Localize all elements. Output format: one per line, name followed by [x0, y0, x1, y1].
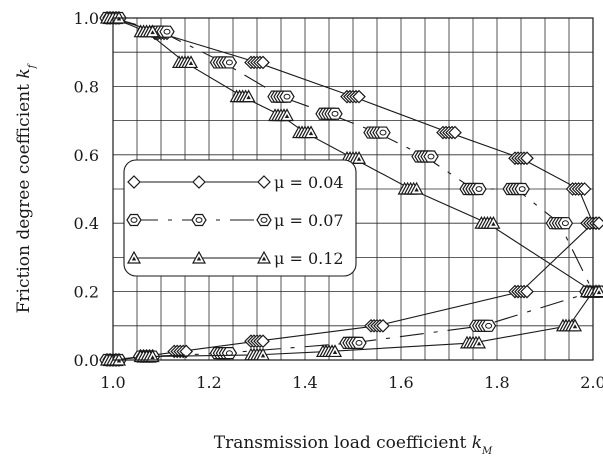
y-tick-label: 0.6 [74, 146, 99, 165]
x-tick-label: 1.4 [292, 373, 317, 392]
data-point-marker [327, 107, 343, 120]
data-point-marker [592, 216, 603, 231]
data-point-marker [520, 151, 534, 166]
data-point-marker [480, 319, 497, 332]
data-point-marker [256, 334, 270, 349]
series-line-upper [112, 17, 594, 293]
series-line-lower [112, 291, 594, 361]
data-point-marker [221, 56, 238, 69]
series-layer [99, 10, 603, 367]
data-point-marker [577, 182, 592, 196]
data-point-marker [375, 126, 391, 139]
y-tick-label: 0.4 [74, 214, 99, 233]
data-point-marker [448, 125, 462, 140]
data-point-marker [352, 89, 366, 104]
x-tick-label: 1.8 [484, 373, 509, 392]
data-point-marker [221, 347, 238, 360]
y-tick-label: 0.2 [74, 283, 99, 302]
data-point-marker [376, 318, 390, 333]
legend: μ = 0.04 μ = 0.07 μ = 0.12 [123, 159, 357, 277]
legend-entry: μ = 0.04 [127, 173, 344, 192]
data-point-marker [351, 336, 367, 349]
data-point-marker [279, 90, 295, 103]
data-point-marker [514, 182, 530, 196]
data-point-marker [257, 175, 271, 189]
data-point-marker [126, 213, 142, 227]
legend-label: μ = 0.04 [274, 173, 344, 192]
x-axis-label: Transmission load coefficient kM [214, 433, 493, 456]
data-point-marker [192, 175, 206, 189]
data-point-marker [520, 284, 534, 299]
x-tick-label: 2.0 [580, 373, 603, 392]
data-point-marker [256, 55, 270, 70]
series-line-upper [112, 17, 594, 224]
data-point-marker [471, 182, 487, 196]
data-point-marker [127, 175, 141, 189]
y-axis-label: Friction degree coefficient kf [14, 62, 38, 313]
x-tick-label: 1.6 [388, 373, 413, 392]
data-point-marker [159, 25, 175, 38]
legend-entry: μ = 0.07 [126, 211, 344, 230]
y-tick-label: 0.0 [74, 351, 99, 370]
legend-label: μ = 0.07 [274, 211, 344, 230]
x-tick-label: 1.0 [100, 373, 125, 392]
data-point-marker [191, 213, 207, 227]
data-point-marker [557, 217, 574, 230]
x-tick-label: 1.2 [196, 373, 221, 392]
plot-frame [112, 17, 594, 361]
legend-label: μ = 0.12 [274, 249, 344, 268]
y-tick-label: 0.8 [74, 77, 99, 96]
data-point-marker [423, 150, 439, 163]
data-point-marker [256, 213, 272, 227]
y-tick-label: 1.0 [74, 9, 99, 28]
legend-box [123, 159, 357, 277]
legend-entry: μ = 0.12 [126, 249, 344, 268]
tick-labels: 1.0 1.2 1.4 1.6 1.8 2.0 0.0 0.2 0.4 0.6 0.8 1.0 [74, 9, 603, 392]
